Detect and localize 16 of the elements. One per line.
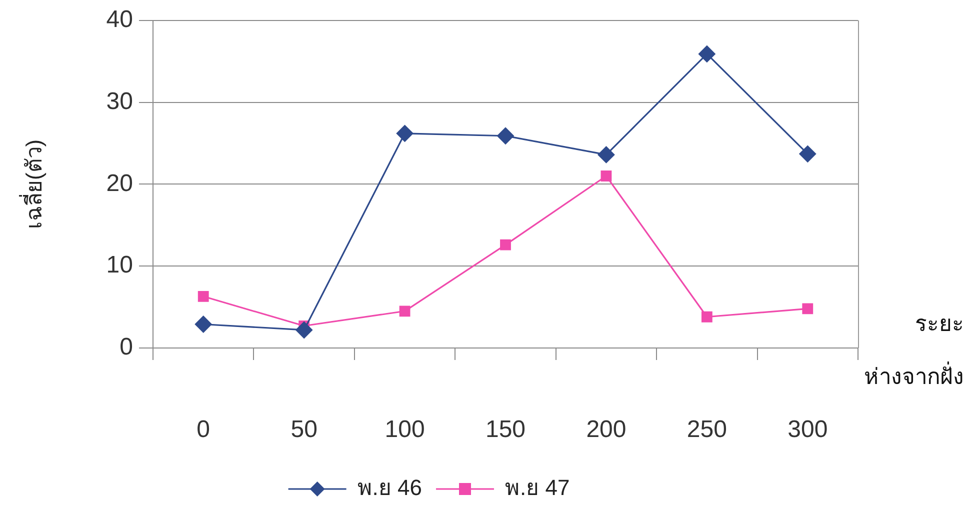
y-tick-label: 40 — [106, 6, 133, 34]
x-tick-label: 50 — [290, 416, 318, 444]
y-tick-label: 0 — [120, 334, 133, 361]
x-tick-label: 150 — [485, 416, 526, 444]
x-tick-label: 100 — [384, 416, 425, 444]
legend-label: พ.ย 47 — [505, 475, 570, 500]
x-tick-label: 200 — [586, 416, 626, 444]
text: ระยะ ห่างจากฝั่ง — [864, 311, 964, 390]
x-tick-label: 0 — [196, 416, 210, 444]
x-tick-label: 250 — [686, 416, 727, 444]
y-axis-title: เฉลี่ย(ตัว) — [18, 139, 46, 230]
legend-label: พ.ย 46 — [357, 475, 422, 500]
y-tick-label: 10 — [106, 252, 133, 279]
y-tick-label: 20 — [106, 170, 133, 197]
x-tick-label: 300 — [788, 416, 828, 444]
y-tick-label: 30 — [106, 88, 133, 115]
